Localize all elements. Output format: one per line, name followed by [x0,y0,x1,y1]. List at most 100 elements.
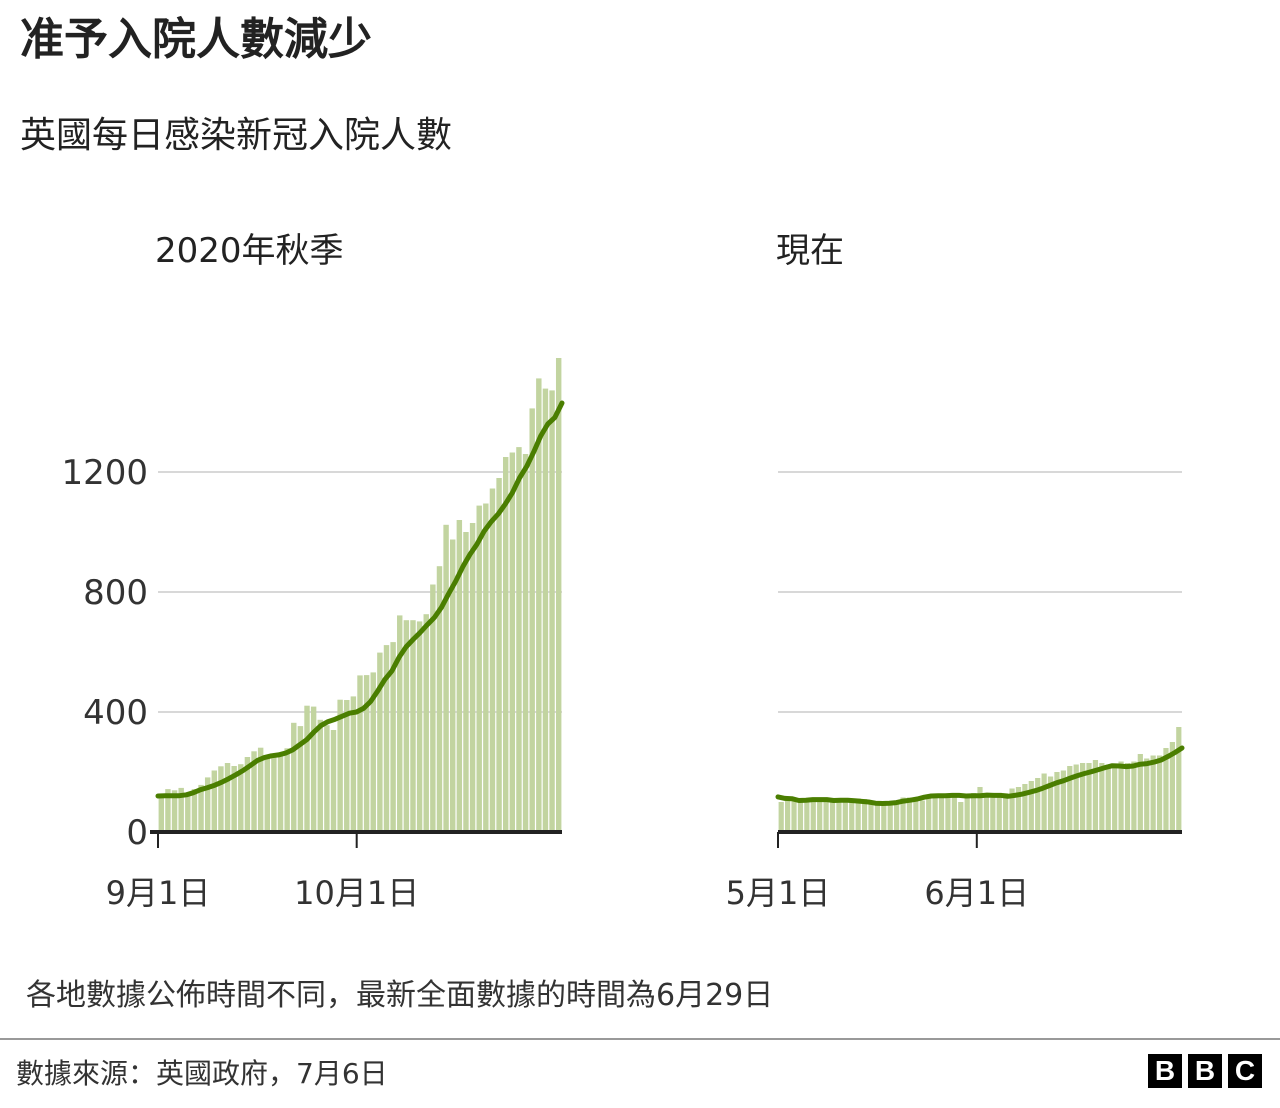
daily-bar [291,722,297,832]
daily-bar [1009,788,1015,832]
footnote: 各地數據公佈時間不同，最新全面數據的時間為6月29日 [26,978,774,1013]
daily-bar [456,520,463,832]
daily-bar [1067,766,1073,832]
daily-bar [1150,755,1156,832]
daily-bar [430,584,436,832]
daily-bar [198,784,204,832]
daily-bar [970,793,977,832]
daily-bar [804,800,810,832]
daily-bar [823,799,829,832]
daily-bar [817,798,823,832]
daily-bar [1176,727,1182,832]
daily-bar [1047,776,1054,832]
daily-bar [489,488,496,832]
daily-bar [271,756,277,832]
footer-divider [0,1038,1280,1040]
x-tick-label: 5月1日 [726,874,831,912]
daily-bar [1035,778,1041,832]
daily-bar [849,800,855,832]
daily-bar [330,730,337,832]
daily-bar [443,524,449,832]
daily-bar [555,358,562,832]
y-tick-label: 400 [83,693,148,733]
bbc-logo-letter: C [1228,1054,1262,1088]
daily-bar [1022,784,1028,832]
daily-bar [450,539,456,832]
daily-bar [218,766,224,832]
daily-bar [257,747,264,832]
daily-bar [1131,761,1137,832]
daily-bar [842,799,848,832]
daily-bar [913,799,919,832]
daily-bar [542,388,549,832]
daily-bar [797,798,804,832]
daily-bar [516,447,522,832]
panel-title: 2020年秋季 [155,231,344,271]
daily-bar [377,652,383,832]
daily-bar [1079,763,1086,832]
daily-bar [983,794,990,832]
daily-bar [1054,772,1060,832]
daily-bar [317,719,323,832]
daily-bar [463,532,469,832]
daily-bar [165,789,171,832]
daily-bar [357,675,363,832]
daily-bar [416,621,423,832]
daily-bar [350,696,357,832]
daily-bar [926,797,932,832]
daily-bar [536,378,542,832]
daily-bar [1086,763,1092,832]
daily-bar [370,672,376,832]
daily-bar [1105,764,1111,832]
x-tick-label: 9月1日 [106,874,211,912]
daily-bar [191,789,198,832]
daily-bar [945,795,951,832]
daily-bar [277,753,284,832]
daily-bar [476,505,482,832]
daily-bar [171,790,178,832]
chart-area: 2020年秋季 0 400 800 1200 9月1日 10月1日 現在 5月1日 6月1日 [61,231,1185,912]
daily-bar [785,797,791,832]
daily-bar [887,805,893,832]
daily-bar [244,757,251,832]
daily-bar [855,798,861,832]
daily-bar [1169,742,1175,832]
bbc-logo-letter: B [1188,1054,1222,1088]
daily-bar [1028,781,1034,832]
daily-bar [829,799,836,832]
source-note: 數據來源：英國政府，7月6日 [16,1057,388,1090]
daily-bar [1112,766,1118,832]
seven-day-average-line [155,400,565,799]
daily-bar [344,700,350,832]
daily-bar [410,620,416,832]
daily-bar [951,794,957,832]
daily-bar [996,794,1002,832]
x-tick-label: 10月1日 [294,874,419,912]
daily-bar [251,751,257,832]
y-tick-label: 800 [83,573,148,613]
daily-bar [549,390,555,832]
daily-bar [836,798,842,832]
daily-bar [1124,763,1131,832]
daily-bar [483,503,489,832]
daily-bar [436,566,443,832]
daily-bar [874,802,881,832]
daily-bar [894,800,900,832]
daily-bar [1144,758,1150,832]
daily-bar [423,614,429,832]
daily-bar [868,800,874,832]
daily-bar [310,706,317,832]
bbc-logo-letter: B [1148,1054,1182,1088]
daily-bar [383,645,390,832]
chart-title: 准予入院人數減少 [20,14,372,65]
daily-bar [264,757,270,832]
daily-bar [522,454,529,832]
daily-bar [403,620,410,832]
daily-bar [1156,755,1163,832]
daily-bar [1163,748,1169,832]
daily-bar [1118,761,1124,832]
daily-bar [211,770,218,832]
bbc-logo: B B C [1148,1054,1262,1088]
daily-bar [231,766,237,832]
seven-day-average-line [775,745,1185,806]
